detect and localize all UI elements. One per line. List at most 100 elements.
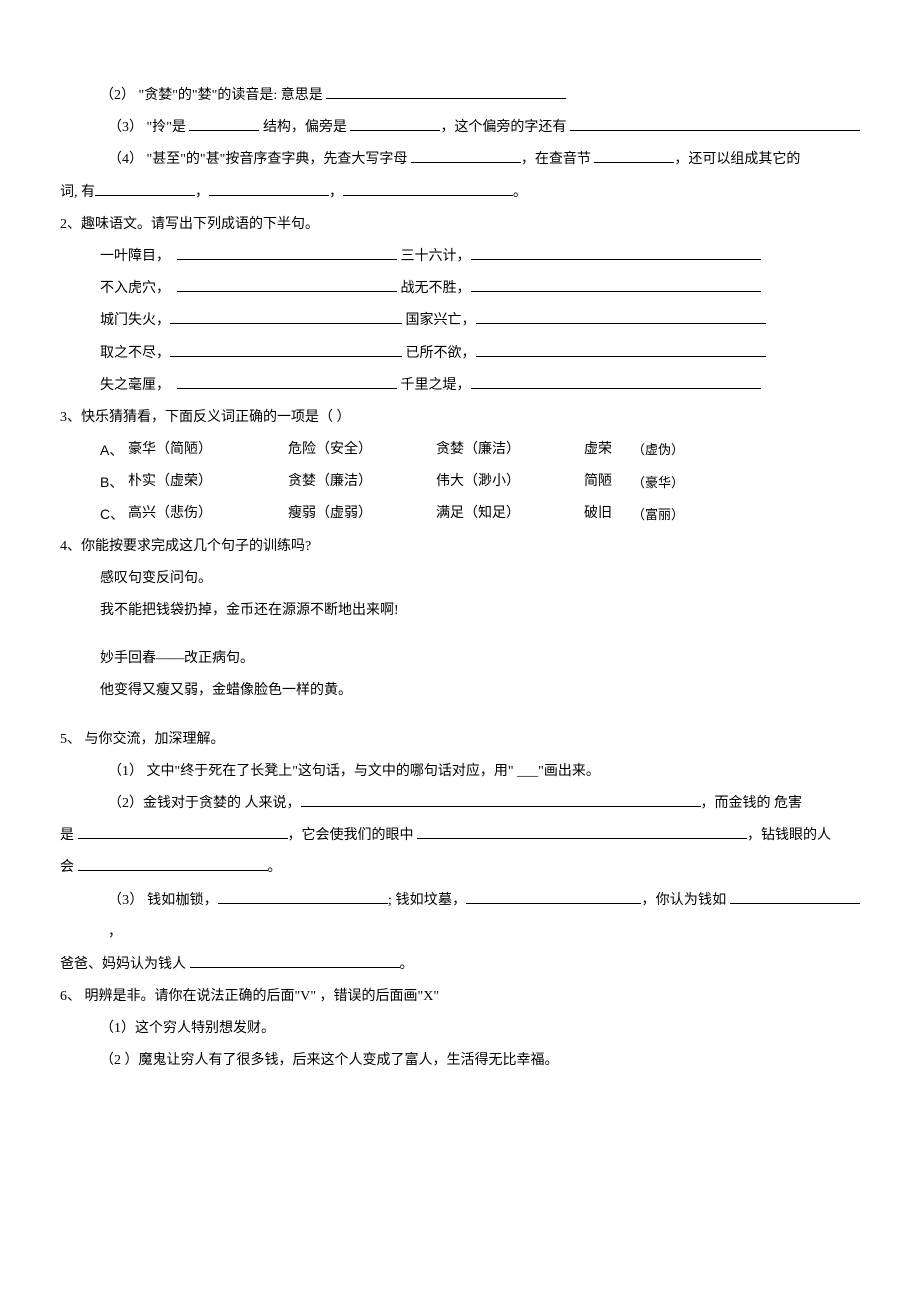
text: 会 [60, 860, 78, 875]
text: ，你认为钱如 [641, 893, 730, 908]
q3-option-a[interactable]: A、 豪华（简陋） 危险（安全） 贪婪（廉洁） 虚荣 （虚伪） [60, 434, 860, 466]
blank[interactable] [177, 278, 397, 292]
blank[interactable] [189, 117, 259, 131]
q3-title: 3、快乐猜猜看，下面反义词正确的一项是（ ） [60, 402, 860, 434]
idiom-row: 城门失火， 国家兴亡， [60, 305, 860, 337]
q4-sentence-2: 他变得又瘦又弱，金蜡像脸色一样的黄。 [60, 675, 860, 707]
text: （2） "贪婪"的"婪"的读音是: 意思是 [100, 88, 326, 103]
blank[interactable] [476, 343, 766, 357]
text: ___"画出来。 [517, 764, 600, 779]
antonym-pair: 伟大（渺小） [436, 466, 584, 498]
q3-option-b[interactable]: B、 朴实（虚荣） 贪婪（廉洁） 伟大（渺小） 简陋 （豪华） [60, 466, 860, 498]
text: ， [108, 925, 122, 940]
blank[interactable] [471, 375, 761, 389]
text: 。 [268, 860, 282, 875]
blank[interactable] [476, 310, 766, 324]
q2-title: 2、趣味语文。请写出下列成语的下半句。 [60, 209, 860, 241]
idiom-right: 千里之堤， [401, 378, 471, 393]
text: 结构，偏旁是 [259, 120, 350, 135]
idiom-right: 国家兴亡， [406, 313, 476, 328]
blank[interactable] [466, 890, 641, 904]
text: 爸爸、妈妈认为钱人 [60, 957, 190, 972]
text: ，它会使我们的眼中 [288, 828, 418, 843]
option-label: C、 [100, 498, 128, 530]
text: 。 [400, 957, 414, 972]
option-label: A、 [100, 434, 128, 466]
antonym-pair: 破旧 [584, 498, 632, 530]
blank[interactable] [350, 117, 440, 131]
idiom-row: 失之毫厘， 千里之堤， [60, 370, 860, 402]
blank[interactable] [177, 375, 397, 389]
blank[interactable] [170, 310, 402, 324]
idiom-row: 一叶障目， 三十六计， [60, 241, 860, 273]
text: （2）金钱对于贪婪的 人来说， [108, 796, 301, 811]
blank[interactable] [177, 246, 397, 260]
antonym-pair: 豪华（简陋） [128, 434, 288, 466]
blank[interactable] [301, 793, 701, 807]
q6-item-1[interactable]: （1）这个穷人特别想发财。 [60, 1013, 860, 1045]
q4-title: 4、你能按要求完成这几个句子的训练吗? [60, 531, 860, 563]
antonym-pair: 危险（安全） [288, 434, 436, 466]
q5-item-2c: 会 。 [60, 852, 860, 884]
antonym-pair: 高兴（悲伤） [128, 498, 288, 530]
answer-space[interactable] [60, 627, 860, 643]
answer-space[interactable] [60, 708, 860, 724]
q2-idioms: 一叶障目， 三十六计， 不入虎穴， 战无不胜， 城门失火， 国家兴亡， 取之不尽… [60, 241, 860, 402]
text: ，这个偏旁的字还有 [440, 120, 570, 135]
antonym-pair: 满足（知足） [436, 498, 584, 530]
blank[interactable] [471, 246, 761, 260]
q5-item-2b: 是 ，它会使我们的眼中 ，钻钱眼的人 [60, 820, 860, 852]
q5-item-2a: （2）金钱对于贪婪的 人来说， ，而金钱的 危害 [60, 788, 860, 820]
blank[interactable] [190, 954, 400, 968]
blank[interactable] [326, 85, 566, 99]
blank[interactable] [78, 825, 288, 839]
text: ，在查音节 [521, 152, 595, 167]
q4-instruction-1: 感叹句变反问句。 [60, 563, 860, 595]
text: ，而金钱的 危害 [701, 796, 803, 811]
antonym-pair: 虚荣 [584, 434, 632, 466]
blank[interactable] [471, 278, 761, 292]
text: （1） 文中"终于死在了长凳上"这句话，与文中的哪句话对应，用" [108, 764, 517, 779]
text: （3） "拎"是 [108, 120, 189, 135]
text: 。 [513, 185, 527, 200]
antonym-pair: （虚伪） [632, 442, 684, 458]
blank[interactable] [209, 182, 329, 196]
text: （3） 钱如枷锁， [108, 893, 218, 908]
q3-option-c[interactable]: C、 高兴（悲伤） 瘦弱（虚弱） 满足（知足） 破旧 （富丽） [60, 498, 860, 530]
text: 是 [60, 828, 78, 843]
antonym-pair: 瘦弱（虚弱） [288, 498, 436, 530]
blank[interactable] [218, 890, 388, 904]
blank[interactable] [170, 343, 402, 357]
text: ，还可以组成其它的 [674, 152, 800, 167]
idiom-right: 三十六计， [401, 249, 471, 264]
idiom-right: 已所不欲， [406, 346, 476, 361]
blank[interactable] [570, 117, 860, 131]
antonym-pair: （富丽） [632, 507, 684, 523]
text: ， [329, 185, 343, 200]
antonym-pair: 朴实（虚荣） [128, 466, 288, 498]
blank[interactable] [343, 182, 513, 196]
text: ， [195, 185, 209, 200]
q6-item-2[interactable]: （2 ）魔鬼让穷人有了很多钱，后来这个人变成了富人，生活得无比幸福。 [60, 1045, 860, 1077]
blank[interactable] [78, 857, 268, 871]
antonym-pair: 贪婪（廉洁） [436, 434, 584, 466]
idiom-left: 一叶障目， [100, 249, 170, 264]
blank[interactable] [417, 825, 747, 839]
blank[interactable] [411, 149, 521, 163]
blank[interactable] [95, 182, 195, 196]
q5-item-3a: （3） 钱如枷锁， ; 钱如坟墓， ，你认为钱如 ， [60, 885, 860, 949]
blank[interactable] [730, 890, 860, 904]
idiom-right: 战无不胜， [401, 281, 471, 296]
q4-instruction-2: 妙手回春——改正病句。 [60, 643, 860, 675]
idiom-left: 取之不尽， [100, 346, 170, 361]
text: ; 钱如坟墓， [388, 893, 466, 908]
idiom-left: 不入虎穴， [100, 281, 170, 296]
idiom-left: 失之毫厘， [100, 378, 170, 393]
q5-title: 5、 与你交流，加深理解。 [60, 724, 860, 756]
idiom-row: 不入虎穴， 战无不胜， [60, 273, 860, 305]
q-sub-item-4a: （4） "甚至"的"甚"按音序查字典，先查大写字母 ，在查音节 ，还可以组成其它… [60, 144, 860, 176]
antonym-pair: 贪婪（廉洁） [288, 466, 436, 498]
text: ，钻钱眼的人 [747, 828, 831, 843]
q-sub-item-3: （3） "拎"是 结构，偏旁是 ，这个偏旁的字还有 [60, 112, 860, 144]
blank[interactable] [594, 149, 674, 163]
